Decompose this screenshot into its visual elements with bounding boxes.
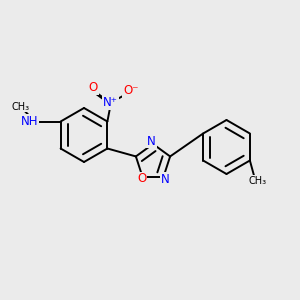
Text: O: O xyxy=(89,81,98,94)
Text: O: O xyxy=(137,172,146,185)
Text: O⁻: O⁻ xyxy=(123,84,139,97)
Text: N: N xyxy=(161,173,170,186)
Text: N⁺: N⁺ xyxy=(103,96,118,110)
Text: CH₃: CH₃ xyxy=(248,176,266,186)
Text: NH: NH xyxy=(21,115,38,128)
Text: CH₃: CH₃ xyxy=(11,101,29,112)
Text: N: N xyxy=(147,134,156,148)
